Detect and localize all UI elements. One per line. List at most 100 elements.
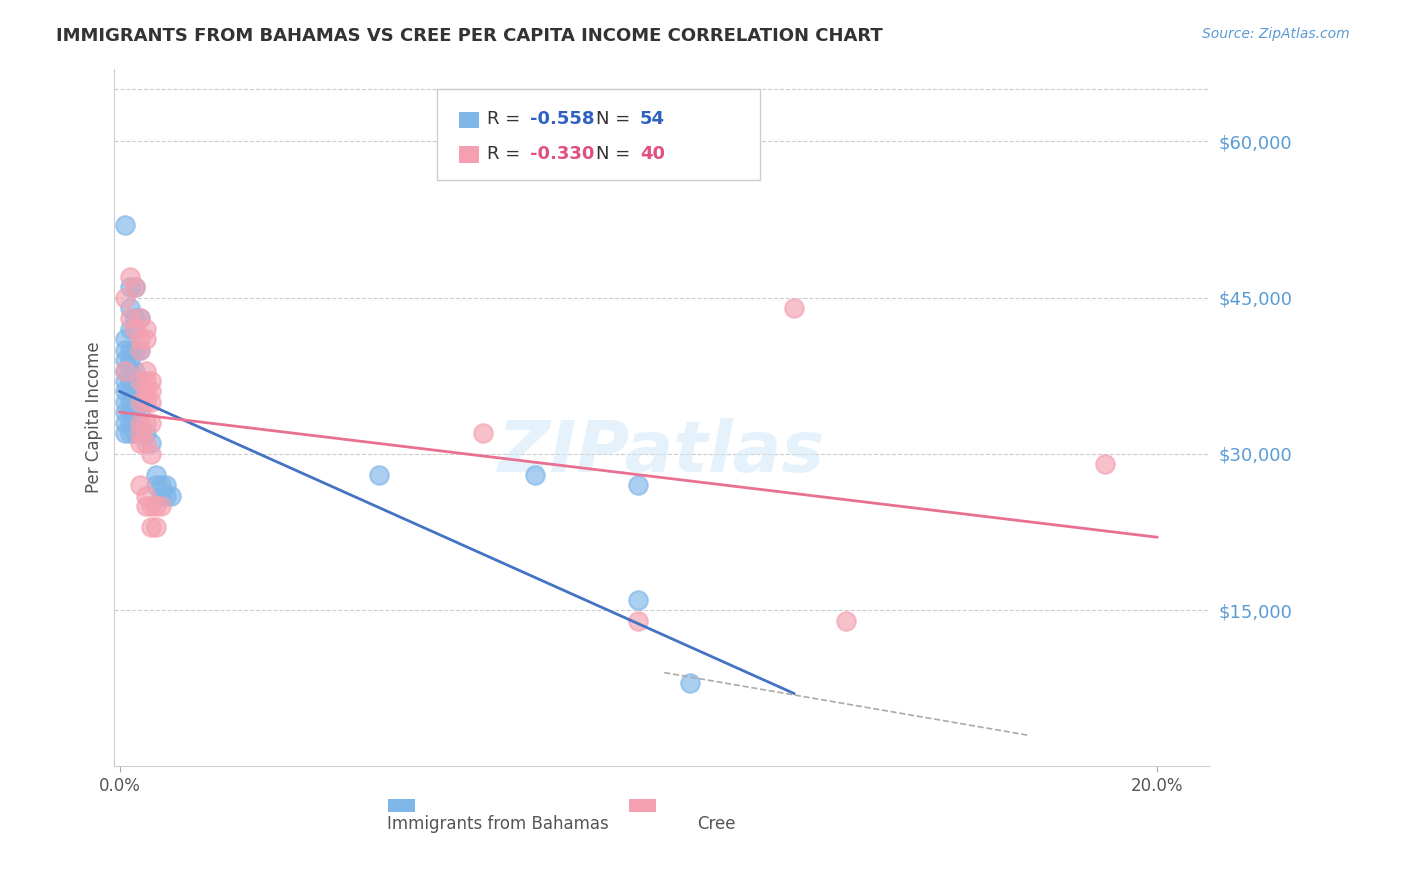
- Point: [139, 374, 162, 388]
- Point: [135, 394, 157, 409]
- Text: N =: N =: [596, 145, 636, 162]
- Point: [145, 520, 167, 534]
- Text: -0.330: -0.330: [530, 145, 595, 162]
- Point: [135, 322, 157, 336]
- FancyBboxPatch shape: [460, 146, 479, 162]
- Point: [135, 416, 157, 430]
- Point: [139, 447, 162, 461]
- Point: [114, 343, 136, 357]
- Point: [129, 425, 152, 440]
- FancyBboxPatch shape: [388, 799, 415, 812]
- Point: [118, 363, 141, 377]
- Point: [124, 322, 146, 336]
- Point: [160, 489, 183, 503]
- Point: [114, 384, 136, 399]
- Point: [114, 425, 136, 440]
- Point: [129, 343, 152, 357]
- FancyBboxPatch shape: [437, 89, 761, 180]
- Text: IMMIGRANTS FROM BAHAMAS VS CREE PER CAPITA INCOME CORRELATION CHART: IMMIGRANTS FROM BAHAMAS VS CREE PER CAPI…: [56, 27, 883, 45]
- Point: [124, 343, 146, 357]
- Point: [118, 280, 141, 294]
- Point: [114, 405, 136, 419]
- Point: [135, 425, 157, 440]
- Point: [145, 499, 167, 513]
- Point: [129, 343, 152, 357]
- Point: [118, 322, 141, 336]
- Point: [139, 384, 162, 399]
- Point: [124, 394, 146, 409]
- Point: [118, 374, 141, 388]
- Point: [129, 436, 152, 450]
- Y-axis label: Per Capita Income: Per Capita Income: [86, 342, 103, 493]
- Point: [783, 301, 806, 315]
- Point: [139, 416, 162, 430]
- Point: [129, 425, 152, 440]
- Point: [124, 280, 146, 294]
- Point: [124, 280, 146, 294]
- Point: [129, 311, 152, 326]
- Text: 40: 40: [640, 145, 665, 162]
- Point: [114, 363, 136, 377]
- Point: [124, 405, 146, 419]
- Point: [523, 467, 546, 482]
- Text: Source: ZipAtlas.com: Source: ZipAtlas.com: [1202, 27, 1350, 41]
- Point: [114, 363, 136, 377]
- Point: [368, 467, 391, 482]
- Point: [114, 291, 136, 305]
- Point: [114, 353, 136, 368]
- Point: [150, 478, 173, 492]
- Point: [114, 332, 136, 346]
- Point: [118, 343, 141, 357]
- Point: [139, 499, 162, 513]
- Point: [124, 311, 146, 326]
- Point: [129, 405, 152, 419]
- Point: [135, 374, 157, 388]
- Point: [118, 311, 141, 326]
- Point: [135, 489, 157, 503]
- Point: [114, 394, 136, 409]
- Text: ZIPatlas: ZIPatlas: [498, 417, 825, 487]
- Point: [118, 394, 141, 409]
- Point: [135, 332, 157, 346]
- Point: [114, 374, 136, 388]
- Point: [124, 322, 146, 336]
- Text: -0.558: -0.558: [530, 110, 595, 128]
- FancyBboxPatch shape: [460, 112, 479, 128]
- Point: [129, 394, 152, 409]
- Point: [139, 520, 162, 534]
- Point: [835, 614, 858, 628]
- Point: [124, 374, 146, 388]
- Point: [627, 592, 650, 607]
- Text: N =: N =: [596, 110, 636, 128]
- Point: [155, 478, 177, 492]
- Point: [114, 218, 136, 232]
- Point: [118, 416, 141, 430]
- Point: [145, 467, 167, 482]
- Point: [135, 499, 157, 513]
- Point: [129, 394, 152, 409]
- Point: [118, 269, 141, 284]
- Point: [129, 374, 152, 388]
- Point: [129, 311, 152, 326]
- Point: [150, 489, 173, 503]
- Point: [114, 416, 136, 430]
- Point: [145, 478, 167, 492]
- Point: [135, 436, 157, 450]
- Point: [155, 489, 177, 503]
- Text: Cree: Cree: [697, 815, 735, 833]
- Text: R =: R =: [486, 145, 526, 162]
- Point: [627, 478, 650, 492]
- Text: 54: 54: [640, 110, 665, 128]
- Point: [139, 436, 162, 450]
- Point: [135, 384, 157, 399]
- Point: [129, 374, 152, 388]
- Point: [150, 499, 173, 513]
- Point: [118, 384, 141, 399]
- Text: R =: R =: [486, 110, 526, 128]
- Point: [124, 363, 146, 377]
- Point: [129, 478, 152, 492]
- Point: [129, 332, 152, 346]
- Point: [679, 676, 702, 690]
- Point: [118, 353, 141, 368]
- Point: [118, 301, 141, 315]
